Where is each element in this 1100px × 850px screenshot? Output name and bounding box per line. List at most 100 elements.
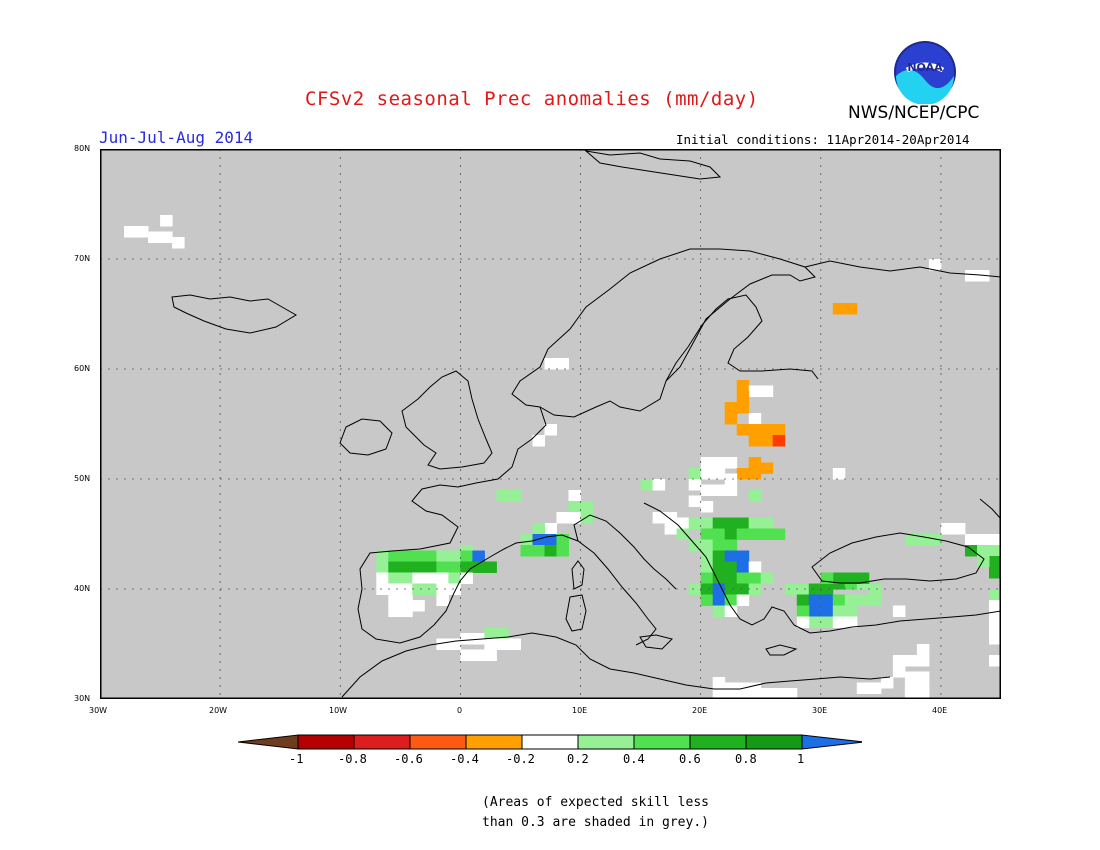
anomaly-cell [748, 424, 762, 436]
legend-label-0-6: 0.6 [679, 752, 701, 766]
anomaly-cell [989, 567, 1001, 579]
anomaly-cell [544, 358, 557, 370]
anomaly-cell [916, 688, 930, 699]
anomaly-cell [892, 655, 906, 667]
anomaly-cell [989, 556, 1001, 568]
legend-swatch [577, 734, 635, 750]
anomaly-cell [400, 561, 413, 573]
anomaly-cell [496, 490, 509, 502]
anomaly-cell [712, 539, 726, 551]
anomaly-cell [796, 594, 810, 606]
anomaly-cell [700, 528, 714, 540]
anomaly-cell [965, 534, 978, 546]
coastlines [171, 150, 1001, 698]
anomaly-cell [532, 545, 545, 557]
anomaly-cell [772, 688, 786, 699]
anomaly-cell [736, 688, 750, 699]
anomaly-cell [808, 594, 822, 606]
anomaly-cells [124, 215, 1001, 699]
europe-map [100, 149, 1001, 699]
anomaly-cell [700, 561, 714, 573]
anomaly-cell [904, 655, 918, 667]
anomaly-cell [796, 605, 810, 617]
anomaly-cell [676, 528, 690, 540]
anomaly-cell [808, 583, 822, 595]
anomaly-cell [472, 633, 485, 645]
anomaly-cell [700, 484, 714, 496]
anomaly-cell [832, 303, 846, 315]
anomaly-cell [556, 358, 569, 370]
lat-label-30n: 30N [74, 694, 91, 703]
anomaly-cell [700, 457, 714, 469]
anomaly-cell [412, 572, 425, 584]
anomaly-cell [712, 561, 726, 573]
anomaly-cell [748, 413, 762, 425]
anomaly-cell [892, 605, 906, 617]
anomaly-cell [388, 550, 401, 562]
anomaly-cell [820, 583, 834, 595]
anomaly-cell [724, 594, 738, 606]
anomaly-cell [544, 534, 557, 546]
anomaly-cell [712, 583, 726, 595]
legend-label-1: 1 [797, 752, 805, 766]
anomaly-cell [772, 435, 786, 447]
anomaly-cell [916, 534, 930, 546]
anomaly-cell [808, 616, 822, 628]
anomaly-cell [676, 517, 690, 529]
anomaly-cell [688, 479, 702, 491]
anomaly-cell [700, 501, 714, 513]
anomaly-cell [484, 638, 497, 650]
anomaly-cell [400, 594, 413, 606]
anomaly-cell [724, 473, 738, 485]
anomaly-cell [544, 523, 557, 535]
anomaly-cell [916, 655, 930, 667]
anomaly-cell [977, 556, 990, 568]
anomaly-cell [748, 688, 762, 699]
anomaly-cell [736, 402, 750, 414]
anomaly-cell [760, 572, 774, 584]
anomaly-cell [820, 616, 834, 628]
lat-label-80n: 80N [74, 144, 91, 153]
anomaly-cell [712, 572, 726, 584]
legend-swatch [521, 734, 579, 750]
anomaly-cell [376, 583, 389, 595]
anomaly-cell [724, 583, 738, 595]
anomaly-cell [724, 561, 738, 573]
anomaly-cell [796, 583, 810, 595]
legend-swatch [465, 734, 523, 750]
anomaly-cell [748, 435, 762, 447]
anomaly-cell [760, 517, 774, 529]
anomaly-cell [520, 534, 533, 546]
anomaly-cell [448, 583, 461, 595]
anomaly-cell [460, 649, 473, 661]
anomaly-cell [748, 385, 762, 397]
anomaly-cell [424, 561, 437, 573]
anomaly-cell [700, 572, 714, 584]
lon-label-20e: 20E [692, 706, 708, 715]
anomaly-cell [388, 561, 401, 573]
lon-label-10e: 10E [572, 706, 588, 715]
anomaly-cell [436, 561, 449, 573]
anomaly-cell [989, 589, 1001, 601]
anomaly-cell [736, 594, 750, 606]
season-label: Jun-Jul-Aug 2014 [99, 128, 254, 147]
anomaly-cell [772, 528, 786, 540]
anomaly-cell [784, 688, 798, 699]
anomaly-cell [868, 594, 882, 606]
anomaly-cell [808, 605, 822, 617]
legend-label-minus-1: -1 [289, 752, 304, 766]
anomaly-cell [989, 600, 1001, 612]
anomaly-cell [904, 688, 918, 699]
anomaly-cell [712, 468, 726, 480]
anomaly-cell [700, 517, 714, 529]
anomaly-cell [688, 468, 702, 480]
anomaly-cell [760, 462, 774, 474]
anomaly-cell [772, 424, 786, 436]
anomaly-cell [532, 534, 545, 546]
anomaly-cell [400, 550, 413, 562]
anomaly-cell [388, 572, 401, 584]
anomaly-cell [688, 583, 702, 595]
anomaly-cell [436, 572, 449, 584]
anomaly-cell [844, 303, 858, 315]
anomaly-cell [880, 677, 894, 689]
